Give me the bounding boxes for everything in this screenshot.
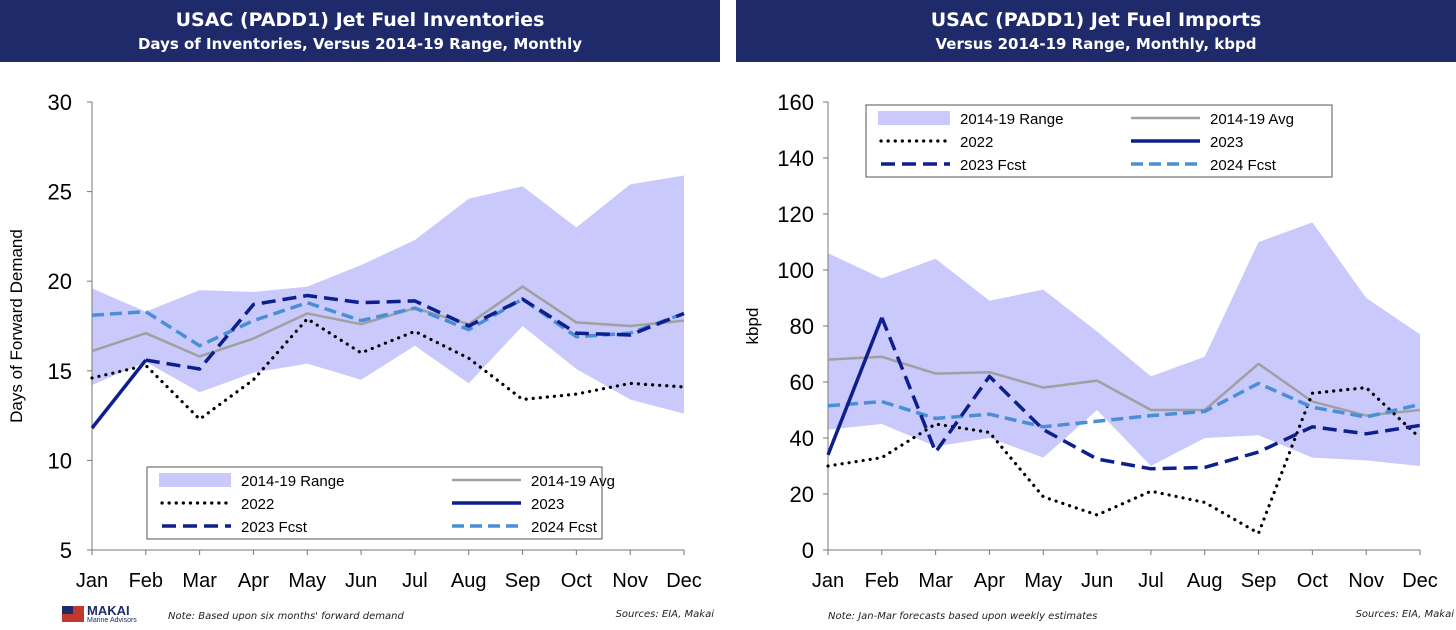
imports-note: Note: Jan-Mar forecasts based upon weekl… [828, 611, 1098, 622]
y-tick-label: 100 [777, 258, 814, 283]
inventories-note: Note: Based upon six months' forward dem… [168, 611, 404, 622]
series-2023-fcst [880, 316, 1421, 471]
x-tick-label: Jul [1138, 570, 1164, 592]
x-tick-label: Jan [812, 570, 844, 592]
y-tick-label: 160 [777, 90, 814, 115]
legend-label: 2014-19 Range [241, 473, 344, 490]
y-tick-label: 30 [48, 90, 72, 115]
y-tick-label: 20 [48, 269, 72, 294]
x-tick-label: Mar [918, 570, 953, 592]
x-tick-label: Jun [1081, 570, 1113, 592]
x-tick-label: Dec [666, 570, 702, 592]
logo-name: MAKAI [87, 603, 130, 618]
x-tick-label: Apr [238, 570, 269, 592]
y-tick-label: 25 [48, 180, 72, 205]
y-tick-label: 15 [48, 359, 72, 384]
range-band [828, 222, 1420, 466]
legend-label: 2024 Fcst [1210, 157, 1277, 174]
imports-source: Sources: EIA, Makai [1355, 609, 1454, 620]
x-tick-label: Sep [1241, 570, 1277, 592]
x-tick-label: Aug [1187, 570, 1223, 592]
y-tick-label: 80 [790, 314, 814, 339]
series-2024-fcst [827, 381, 1421, 429]
legend-label: 2023 [1210, 134, 1243, 151]
range-band [92, 175, 684, 414]
y-tick-label: 10 [48, 448, 72, 473]
y-tick-label: 120 [777, 202, 814, 227]
imports-header: USAC (PADD1) Jet Fuel Imports Versus 201… [736, 0, 1456, 62]
y-axis-label: kbpd [743, 308, 762, 345]
x-tick-label: Apr [974, 570, 1005, 592]
legend-swatch-range [878, 111, 950, 125]
imports-panel: USAC (PADD1) Jet Fuel Imports Versus 201… [736, 0, 1456, 630]
makai-logo: MAKAI Marine Advisors [62, 604, 172, 628]
x-tick-label: Mar [182, 570, 217, 592]
x-tick-label: Jan [76, 570, 108, 592]
flag-icon [62, 606, 84, 622]
x-tick-label: Jul [402, 570, 428, 592]
x-tick-label: Dec [1402, 570, 1438, 592]
x-tick-label: Jun [345, 570, 377, 592]
inventories-title: USAC (PADD1) Jet Fuel Inventories [175, 9, 545, 31]
legend-label: 2022 [960, 134, 993, 151]
legend-label: 2014-19 Avg [1210, 111, 1294, 128]
x-tick-label: May [1024, 570, 1062, 592]
series-2022 [826, 386, 1422, 535]
inventories-subtitle: Days of Inventories, Versus 2014-19 Rang… [137, 35, 583, 53]
imports-subtitle: Versus 2014-19 Range, Monthly, kbpd [935, 35, 1257, 53]
x-tick-label: Nov [1348, 570, 1384, 592]
x-tick-label: Aug [451, 570, 487, 592]
legend-label: 2023 [531, 496, 564, 513]
x-tick-label: May [288, 570, 326, 592]
x-tick-label: Oct [561, 570, 593, 592]
y-tick-label: 20 [790, 482, 814, 507]
legend-label: 2022 [241, 496, 274, 513]
legend-swatch-range [159, 473, 231, 487]
logo-tagline: Marine Advisors [87, 617, 137, 624]
y-tick-label: 0 [802, 538, 814, 563]
series-2014-19-avg [827, 355, 1421, 417]
inventories-source: Sources: EIA, Makai [615, 609, 714, 620]
legend-label: 2024 Fcst [531, 519, 598, 536]
inventories-chart: 5 10 15 20 25 30 Jan Feb Mar Apr May Jun Jul Aug Sep Oc… [7, 90, 702, 592]
imports-title: USAC (PADD1) Jet Fuel Imports [930, 9, 1262, 31]
legend-label: 2014-19 Avg [531, 473, 615, 490]
series-2023 [826, 316, 884, 456]
x-tick-label: Oct [1297, 570, 1329, 592]
x-tick-label: Feb [865, 570, 899, 592]
legend-label: 2023 Fcst [960, 157, 1027, 174]
y-axis-label: Days of Forward Demand [7, 229, 26, 423]
y-tick-label: 140 [777, 146, 814, 171]
y-tick-label: 5 [60, 538, 72, 563]
legend-label: 2023 Fcst [241, 519, 308, 536]
legend-label: 2014-19 Range [960, 111, 1063, 128]
imports-chart: 0 20 40 60 80 100 120 140 160 Jan Feb Mar Apr May Jun J… [743, 90, 1438, 592]
inventories-panel: USAC (PADD1) Jet Fuel Inventories Days o… [0, 0, 720, 630]
series-2024-fcst [91, 297, 685, 348]
x-tick-label: Nov [612, 570, 648, 592]
series-2023-fcst [145, 293, 685, 371]
x-tick-label: Sep [505, 570, 541, 592]
x-tick-label: Feb [129, 570, 163, 592]
series-2023 [90, 358, 148, 430]
inventories-header: USAC (PADD1) Jet Fuel Inventories Days o… [0, 0, 720, 62]
y-tick-label: 60 [790, 370, 814, 395]
y-tick-label: 40 [790, 426, 814, 451]
